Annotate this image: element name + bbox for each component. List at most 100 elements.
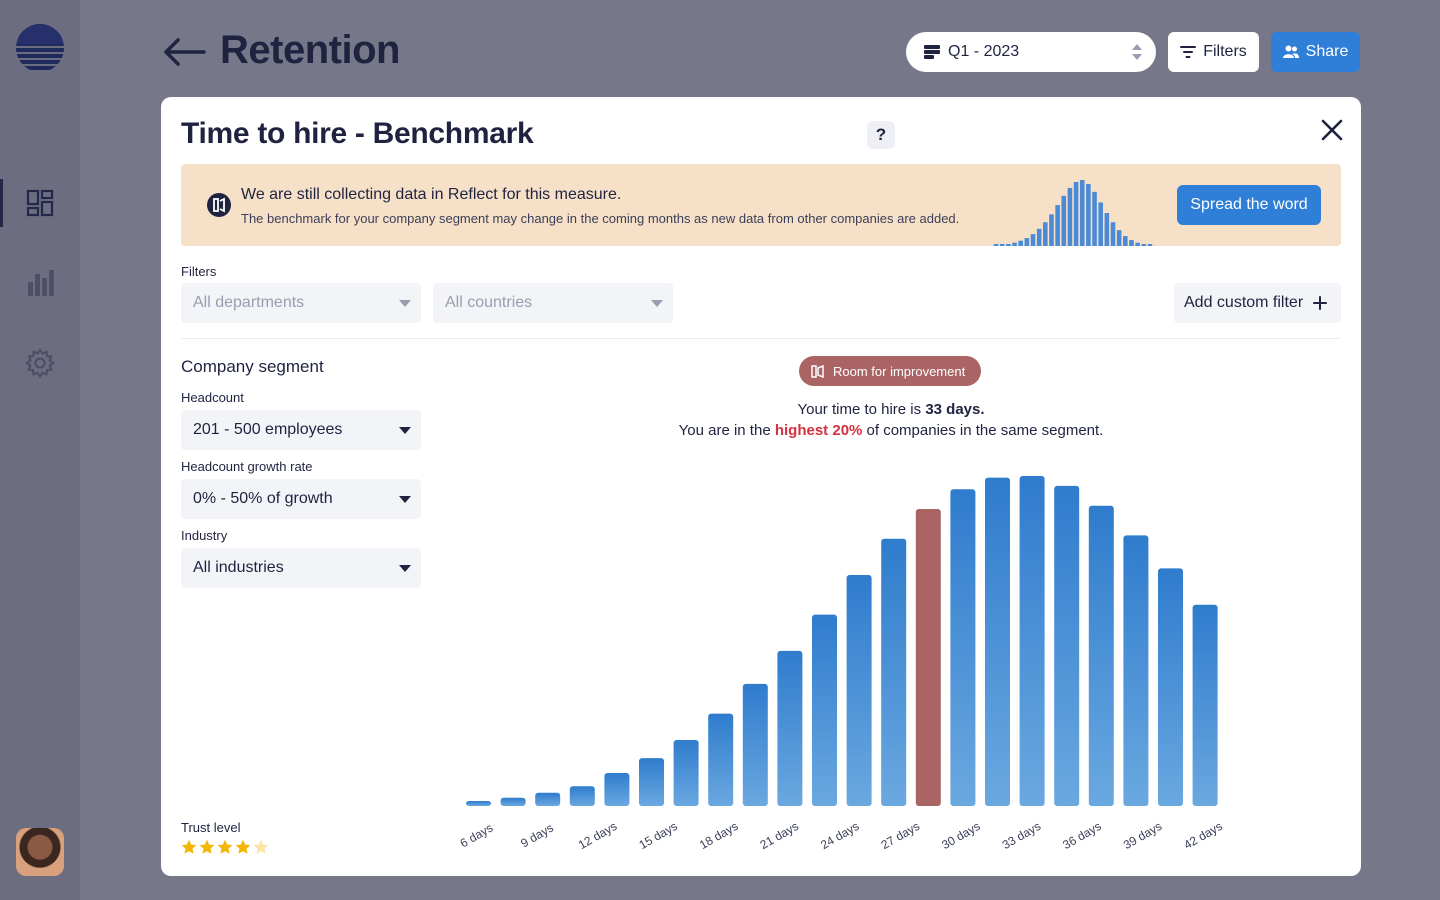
industry-select[interactable]: All industries xyxy=(181,548,421,588)
mini-chart-bar xyxy=(1079,180,1085,246)
countries-placeholder: All countries xyxy=(445,294,533,311)
filters-label: Filters xyxy=(181,264,217,279)
chart-bar[interactable] xyxy=(846,575,872,806)
close-icon[interactable] xyxy=(1319,117,1345,143)
chevron-down-icon xyxy=(399,565,411,572)
mini-chart-bar xyxy=(1018,240,1023,246)
modal-title: Time to hire - Benchmark xyxy=(181,117,534,150)
departments-placeholder: All departments xyxy=(193,294,305,311)
growth-rate-select[interactable]: 0% - 50% of growth xyxy=(181,479,421,519)
help-button[interactable]: ? xyxy=(867,121,895,149)
period-select[interactable]: Q1 - 2023 xyxy=(906,32,1156,72)
share-button[interactable]: Share xyxy=(1271,32,1360,72)
countries-select[interactable]: All countries xyxy=(433,283,673,323)
chart-bar[interactable] xyxy=(673,740,699,806)
chart-bar[interactable] xyxy=(985,477,1010,806)
mini-chart-bar xyxy=(1049,214,1054,246)
chart-bar[interactable] xyxy=(708,713,734,806)
chart-bar[interactable] xyxy=(1019,476,1045,806)
x-tick-label: 18 days xyxy=(697,819,740,852)
chart-bar[interactable] xyxy=(535,792,561,806)
chart-bar[interactable] xyxy=(812,614,837,806)
chart-bar-highlight[interactable] xyxy=(915,509,941,806)
mini-chart-bar xyxy=(1061,195,1067,246)
x-tick-label: 12 days xyxy=(576,819,619,852)
percentile-highlight: highest 20% xyxy=(774,422,863,439)
headcount-label: Headcount xyxy=(181,390,244,405)
mini-chart-bar xyxy=(1030,234,1036,246)
mini-chart-bar xyxy=(993,244,999,246)
sidebar-item-dashboard[interactable] xyxy=(0,179,80,227)
chart-bar[interactable] xyxy=(1088,505,1114,806)
chart-bar[interactable] xyxy=(604,773,630,806)
x-tick-label: 42 days xyxy=(1181,819,1224,852)
chevron-down-icon xyxy=(399,427,411,434)
x-tick-label: 24 days xyxy=(818,819,861,852)
mini-distribution-chart xyxy=(993,180,1153,246)
result-value: 33 days. xyxy=(925,401,985,418)
trust-level-stars xyxy=(181,839,269,855)
x-tick-label: 9 days xyxy=(518,821,556,851)
result-summary-line2: You are in the highest 20% of companies … xyxy=(461,422,1321,439)
gear-icon xyxy=(25,348,55,378)
filters-button[interactable]: Filters xyxy=(1168,32,1259,72)
add-custom-filter-button[interactable]: Add custom filter xyxy=(1174,283,1341,323)
sidebar-item-settings[interactable] xyxy=(0,339,80,387)
chart-bar[interactable] xyxy=(742,683,768,806)
mini-chart-bar xyxy=(1141,244,1147,246)
mini-chart-bar xyxy=(1098,202,1103,246)
chart-bar[interactable] xyxy=(500,797,526,806)
dashboard-icon xyxy=(26,189,54,217)
headcount-value: 201 - 500 employees xyxy=(193,421,343,438)
chevron-down-icon xyxy=(651,300,663,307)
mini-chart-bar xyxy=(1135,242,1140,246)
chart-bar[interactable] xyxy=(777,650,803,806)
mini-chart-bar xyxy=(1024,238,1030,246)
bar-chart-icon xyxy=(28,270,54,296)
departments-select[interactable]: All departments xyxy=(181,283,421,323)
x-tick-label: 6 days xyxy=(458,821,496,851)
result-prefix: Your time to hire is xyxy=(797,401,926,418)
chart-bar[interactable] xyxy=(569,786,595,806)
mini-chart-bar xyxy=(1036,228,1042,246)
period-value: Q1 - 2023 xyxy=(948,43,1020,60)
chart-bar[interactable] xyxy=(1054,485,1080,806)
chart-bar[interactable] xyxy=(639,758,664,806)
growth-rate-value: 0% - 50% of growth xyxy=(193,490,333,507)
mini-chart-bar xyxy=(1147,244,1153,246)
x-tick-label: 30 days xyxy=(939,819,982,852)
sidebar-item-analytics[interactable] xyxy=(0,259,80,307)
add-custom-filter-label: Add custom filter xyxy=(1184,294,1304,311)
chart-bar[interactable] xyxy=(1158,568,1183,806)
chart-bar[interactable] xyxy=(950,489,976,806)
chart-bar[interactable] xyxy=(1123,535,1149,806)
chart-bar[interactable] xyxy=(1192,604,1218,806)
mini-chart-bar xyxy=(1067,187,1073,246)
mini-chart-bar xyxy=(1116,230,1122,246)
mini-chart-bar xyxy=(1092,191,1097,246)
divider xyxy=(181,338,1341,339)
chart-bar[interactable] xyxy=(466,801,491,806)
percentile-prefix: You are in the xyxy=(678,422,775,439)
star-filled-icon xyxy=(181,839,197,854)
banner-title: We are still collecting data in Reflect … xyxy=(241,186,622,203)
mini-chart-bar xyxy=(1043,222,1048,246)
time-to-hire-distribution-chart: 6 days 9 days 12 days 15 days 18 days 21 days… xyxy=(458,476,1225,852)
x-tick-label: 27 days xyxy=(879,819,922,852)
banner-text: The benchmark for your company segment m… xyxy=(241,211,960,226)
back-arrow-icon[interactable] xyxy=(160,32,208,72)
mini-chart-bar xyxy=(1055,205,1060,246)
mini-chart-bar xyxy=(1073,181,1079,246)
sidebar xyxy=(0,0,80,900)
mini-chart-bar xyxy=(1110,222,1116,246)
avatar[interactable] xyxy=(16,828,64,876)
headcount-select[interactable]: 201 - 500 employees xyxy=(181,410,421,450)
app-logo[interactable] xyxy=(16,24,64,72)
star-filled-icon xyxy=(235,839,251,854)
chart-bar[interactable] xyxy=(881,538,907,806)
x-tick-label: 33 days xyxy=(1000,819,1043,852)
x-tick-label: 21 days xyxy=(758,819,801,852)
filters-button-label: Filters xyxy=(1203,43,1247,60)
segment-title: Company segment xyxy=(181,357,324,376)
spread-the-word-button[interactable]: Spread the word xyxy=(1177,185,1321,225)
